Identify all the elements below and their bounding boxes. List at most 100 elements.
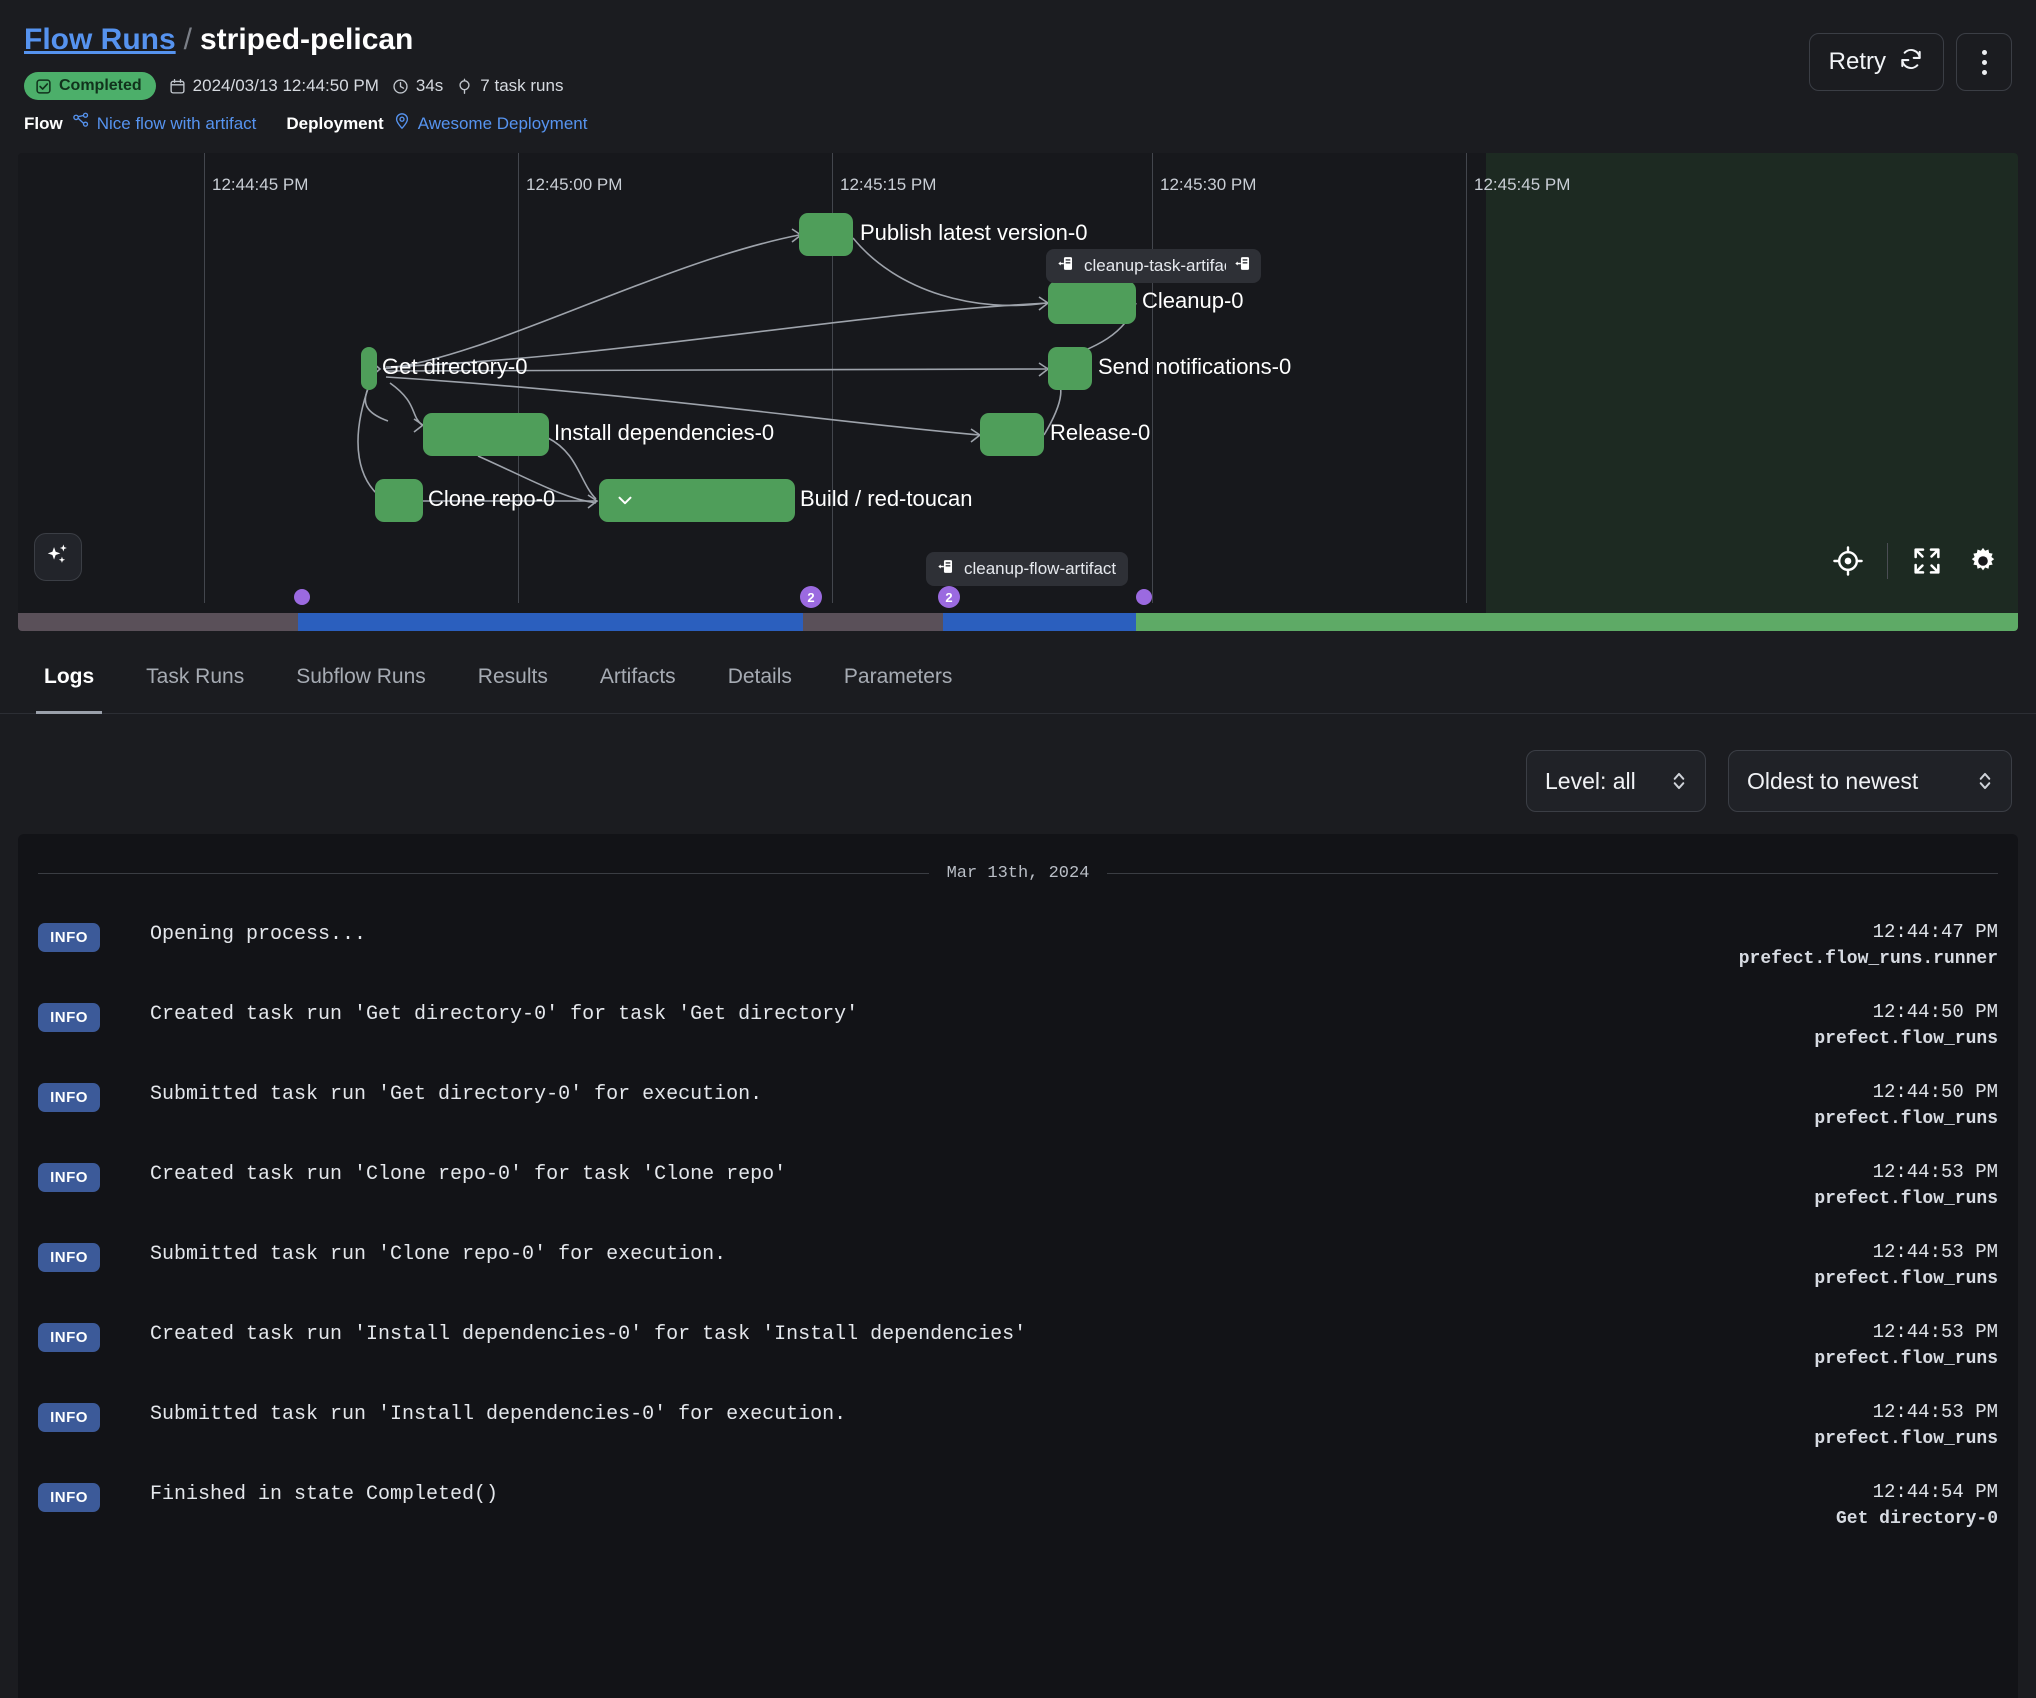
time-tick-label: 12:45:45 PM xyxy=(1474,175,1571,194)
tab-subflow-runs[interactable]: Subflow Runs xyxy=(296,665,426,688)
flow-label: Flow xyxy=(24,113,63,133)
run-timeline-graph[interactable]: 12:44:45 PM 12:45:00 PM 12:45:15 PM 12:4… xyxy=(18,153,2018,631)
log-message: Created task run 'Clone repo-0' for task… xyxy=(150,1163,787,1186)
timebar-segment xyxy=(943,613,1136,631)
separator-line xyxy=(1107,873,1999,874)
log-entry[interactable]: INFO Opening process... 12:44:47 PM pref… xyxy=(38,905,1998,985)
log-timestamp: 12:44:53 PM xyxy=(1872,1161,1998,1183)
tab-task-runs[interactable]: Task Runs xyxy=(146,665,245,688)
log-level-badge: INFO xyxy=(38,1243,100,1272)
logs-panel[interactable]: Mar 13th, 2024 INFO Opening process... 1… xyxy=(18,834,2018,1698)
timeline-marker-dot[interactable] xyxy=(294,589,310,605)
graph-node-cleanup[interactable] xyxy=(1048,281,1136,324)
graph-node-get-directory[interactable] xyxy=(361,347,377,390)
artifact-badge-label: cleanup-task-artifact xyxy=(1084,256,1238,275)
log-timestamp: 12:44:47 PM xyxy=(1872,921,1998,943)
log-entry[interactable]: INFO Created task run 'Install dependenc… xyxy=(38,1305,1998,1385)
log-message: Submitted task run 'Get directory-0' for… xyxy=(150,1083,763,1106)
retry-button-label: Retry xyxy=(1828,48,1886,75)
log-level-select-value: Level: all xyxy=(1545,767,1636,794)
run-state-timebar[interactable] xyxy=(18,613,2018,631)
chevron-down-icon[interactable] xyxy=(614,489,636,517)
expand-icon[interactable] xyxy=(1910,544,1944,578)
log-message: Finished in state Completed() xyxy=(150,1483,499,1506)
gridline xyxy=(832,153,833,603)
gridline xyxy=(204,153,205,603)
gridline xyxy=(518,153,519,603)
timeline-marker-dot[interactable]: 2 xyxy=(938,586,960,608)
check-square-icon xyxy=(35,78,52,95)
log-level-badge: INFO xyxy=(38,1323,100,1352)
graph-node-label: Clone repo-0 xyxy=(428,486,556,511)
log-sort-select[interactable]: Oldest to newest xyxy=(1728,750,2012,812)
timebar-segment xyxy=(803,613,943,631)
timebar-segment xyxy=(1136,613,2018,631)
timeline-marker-dot[interactable]: 2 xyxy=(800,586,822,608)
log-level-select[interactable]: Level: all xyxy=(1526,750,1706,812)
graph-node-send-notifications[interactable] xyxy=(1048,347,1092,390)
flow-deployment-row: Flow Nice flow with artifact Deployment … xyxy=(24,112,2012,135)
log-entry[interactable]: INFO Submitted task run 'Get directory-0… xyxy=(38,1065,1998,1145)
graph-node-publish[interactable] xyxy=(799,213,853,256)
log-source: prefect.flow_runs xyxy=(1814,1029,1998,1049)
tab-logs[interactable]: Logs xyxy=(18,641,120,714)
page-title: striped-pelican xyxy=(200,23,414,56)
log-level-badge: INFO xyxy=(38,923,100,952)
time-tick-label: 12:44:45 PM xyxy=(212,175,309,194)
graph-node-clone-repo[interactable] xyxy=(375,479,423,522)
log-entry[interactable]: INFO Submitted task run 'Install depende… xyxy=(38,1385,1998,1465)
artifact-badge-extra[interactable] xyxy=(1226,249,1261,283)
more-options-button[interactable] xyxy=(1956,33,2012,91)
artifact-icon xyxy=(1058,255,1075,277)
timeline-marker-dot[interactable] xyxy=(1136,589,1152,605)
log-entry[interactable]: INFO Finished in state Completed() 12:44… xyxy=(38,1465,1998,1545)
log-message: Submitted task run 'Install dependencies… xyxy=(150,1403,847,1426)
page-header: Flow Runs / striped-pelican Completed 20… xyxy=(0,0,2036,135)
task-runs-count: 7 task runs xyxy=(456,76,563,96)
log-meta: 12:44:50 PM prefect.flow_runs xyxy=(1814,1001,1998,1049)
graph-node-install-dependencies[interactable] xyxy=(423,413,549,456)
graph-node-label: Cleanup-0 xyxy=(1142,288,1244,313)
breadcrumb-flow-runs-link[interactable]: Flow Runs xyxy=(24,23,176,56)
gridline xyxy=(1466,153,1467,603)
ai-sparkles-button[interactable] xyxy=(34,533,82,581)
log-timestamp: 12:44:53 PM xyxy=(1872,1241,1998,1263)
retry-button[interactable]: Retry xyxy=(1808,33,1944,91)
time-tick-label: 12:45:15 PM xyxy=(840,175,937,194)
logs-date-separator: Mar 13th, 2024 xyxy=(38,834,1999,905)
deployment-link[interactable]: Awesome Deployment xyxy=(393,112,587,135)
tab-parameters[interactable]: Parameters xyxy=(843,665,953,688)
graph-node-build-subflow[interactable] xyxy=(599,479,795,522)
log-source: prefect.flow_runs.runner xyxy=(1738,949,1998,969)
tab-artifacts[interactable]: Artifacts xyxy=(599,665,676,688)
log-entry[interactable]: INFO Created task run 'Clone repo-0' for… xyxy=(38,1145,1998,1225)
log-message: Opening process... xyxy=(150,923,367,946)
graph-node-label: Publish latest version-0 xyxy=(860,220,1088,245)
status-badge: Completed xyxy=(24,72,156,100)
graph-node-label: Release-0 xyxy=(1050,420,1151,445)
log-message: Created task run 'Get directory-0' for t… xyxy=(150,1003,859,1026)
artifact-badge-cleanup-task[interactable]: cleanup-task-artifact xyxy=(1046,249,1250,283)
log-level-badge: INFO xyxy=(38,1163,100,1192)
flow-graph-icon xyxy=(72,112,90,135)
timebar-segment xyxy=(18,613,298,631)
log-message: Created task run 'Install dependencies-0… xyxy=(150,1323,1027,1346)
flow-link[interactable]: Nice flow with artifact xyxy=(72,112,256,135)
status-badge-label: Completed xyxy=(59,77,142,94)
gear-icon[interactable] xyxy=(1966,544,2000,578)
center-view-icon[interactable] xyxy=(1831,544,1865,578)
log-level-badge: INFO xyxy=(38,1003,100,1032)
log-meta: 12:44:54 PM Get directory-0 xyxy=(1836,1481,1998,1529)
tab-details[interactable]: Details xyxy=(727,665,792,688)
log-entry[interactable]: INFO Submitted task run 'Clone repo-0' f… xyxy=(38,1225,1998,1305)
graph-node-release[interactable] xyxy=(980,413,1044,456)
log-entry[interactable]: INFO Created task run 'Get directory-0' … xyxy=(38,985,1998,1065)
log-level-badge: INFO xyxy=(38,1083,100,1112)
header-actions: Retry xyxy=(1808,33,2012,91)
timebar-segment xyxy=(298,613,803,631)
log-level-badge: INFO xyxy=(38,1403,100,1432)
artifact-icon xyxy=(1235,255,1252,277)
artifact-badge-cleanup-flow[interactable]: cleanup-flow-artifact xyxy=(926,552,1129,586)
tab-results[interactable]: Results xyxy=(477,665,548,688)
artifact-badge-label: cleanup-flow-artifact xyxy=(964,559,1117,578)
